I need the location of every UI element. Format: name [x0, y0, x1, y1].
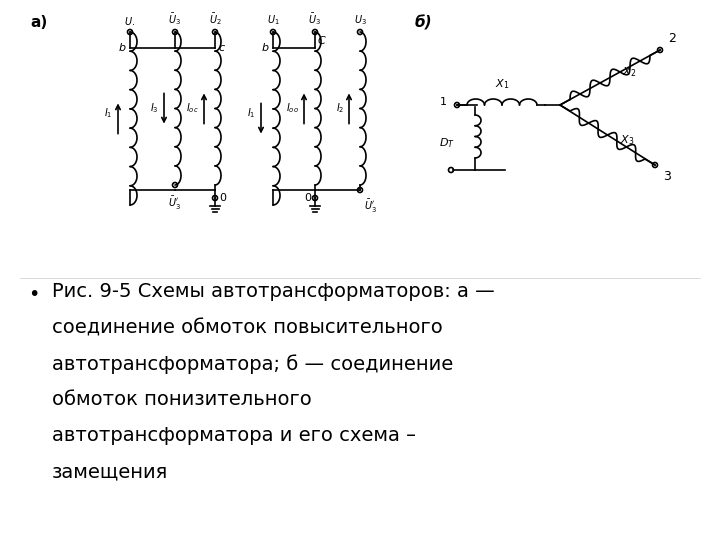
Text: $I_2$: $I_2$	[336, 102, 344, 116]
Text: $\bar{U}_3$: $\bar{U}_3$	[168, 11, 181, 27]
Text: $U_3$: $U_3$	[354, 13, 366, 27]
Text: $D_T$: $D_T$	[439, 137, 455, 151]
Text: 0: 0	[219, 193, 226, 203]
Text: б): б)	[415, 15, 433, 30]
Text: 3: 3	[663, 170, 671, 183]
Text: $I_{oo}$: $I_{oo}$	[286, 102, 299, 116]
Text: $I_1$: $I_1$	[246, 106, 255, 120]
Text: $U.$: $U.$	[125, 15, 135, 27]
Text: $I_3$: $I_3$	[150, 102, 159, 116]
Text: соединение обмоток повысительного: соединение обмоток повысительного	[52, 318, 443, 337]
Text: 0: 0	[304, 193, 311, 203]
Text: обмоток понизительного: обмоток понизительного	[52, 390, 312, 409]
Text: $\bar{U}_3$: $\bar{U}_3$	[308, 11, 322, 27]
Text: автотрансформатора; б — соединение: автотрансформатора; б — соединение	[52, 354, 454, 374]
Text: $I_{oc}$: $I_{oc}$	[186, 102, 199, 116]
Text: $X_1$: $X_1$	[495, 77, 509, 91]
Text: C: C	[318, 36, 325, 46]
Text: 1: 1	[440, 97, 447, 107]
Text: автотрансформатора и его схема –: автотрансформатора и его схема –	[52, 426, 416, 445]
Text: $X_2$: $X_2$	[622, 65, 636, 79]
Text: b: b	[119, 43, 126, 53]
Text: $\bar{U}_3'$: $\bar{U}_3'$	[364, 198, 377, 215]
Text: $\bar{U}_3'$: $\bar{U}_3'$	[168, 195, 181, 212]
Text: Рис. 9-5 Схемы автотрансформаторов: а —: Рис. 9-5 Схемы автотрансформаторов: а —	[52, 282, 495, 301]
Text: $\bar{U}_2$: $\bar{U}_2$	[209, 11, 221, 27]
Text: $U_1$: $U_1$	[266, 13, 279, 27]
Text: 2: 2	[668, 32, 676, 45]
Text: b: b	[262, 43, 269, 53]
Text: а): а)	[30, 15, 48, 30]
Text: $I_1$: $I_1$	[104, 106, 112, 120]
Text: $X_3$: $X_3$	[619, 133, 634, 147]
Text: •: •	[28, 285, 40, 304]
Text: c: c	[218, 43, 224, 53]
Text: замещения: замещения	[52, 462, 168, 481]
